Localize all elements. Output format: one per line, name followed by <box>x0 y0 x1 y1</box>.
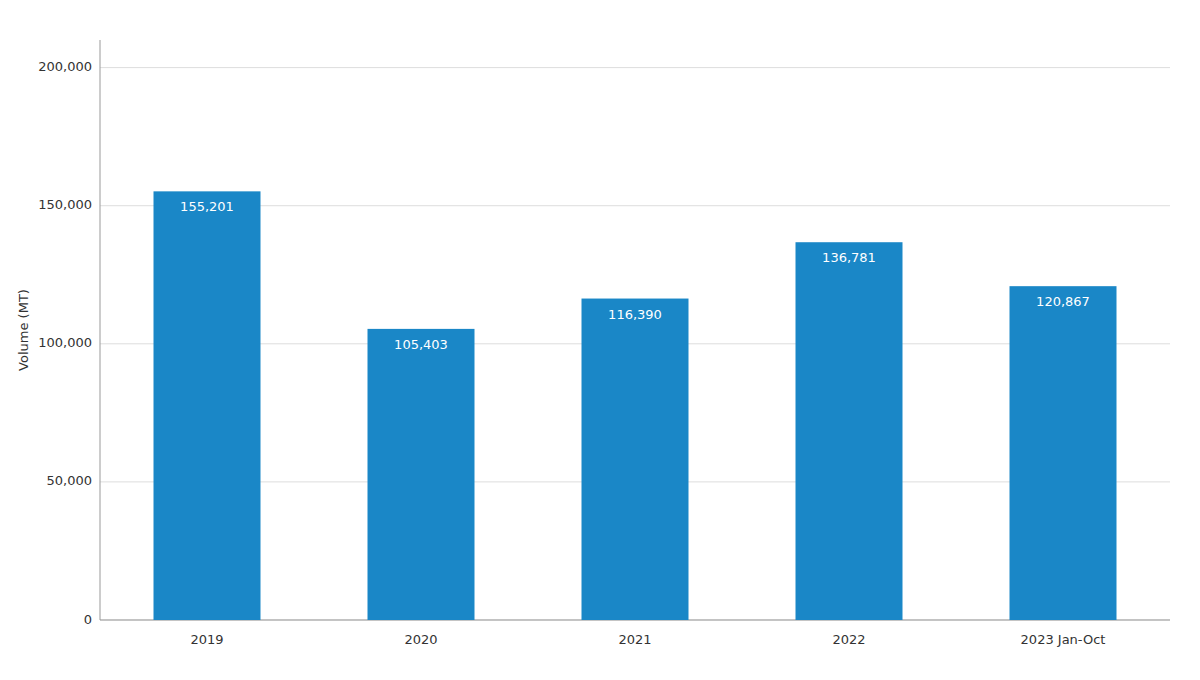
bar <box>582 299 689 620</box>
x-tick-label: 2020 <box>404 632 437 647</box>
data-label: 105,403 <box>394 337 448 352</box>
bars <box>154 191 1117 620</box>
bar <box>1010 286 1117 620</box>
grid-line <box>100 67 1170 68</box>
x-tick-label: 2021 <box>618 632 651 647</box>
bar <box>368 329 475 620</box>
y-tick-label: 50,000 <box>47 473 93 488</box>
y-tick-label: 150,000 <box>38 197 92 212</box>
data-label: 116,390 <box>608 307 662 322</box>
data-label: 136,781 <box>822 250 876 265</box>
y-tick-label: 0 <box>84 612 92 627</box>
chart-container: 0 50,000 100,000 150,000 200,000 2019 2020 2021… <box>0 0 1200 680</box>
chart-svg: 0 50,000 100,000 150,000 200,000 2019 2020 2021… <box>0 0 1200 680</box>
data-label: 155,201 <box>180 199 234 214</box>
y-axis-line <box>100 40 101 620</box>
x-tick-label: 2019 <box>190 632 223 647</box>
bar <box>796 242 903 620</box>
x-tick-label: 2022 <box>832 632 865 647</box>
bar <box>154 191 261 620</box>
grid <box>100 68 1170 620</box>
x-tick-label: 2023 Jan-Oct <box>1021 632 1106 647</box>
axes: 0 50,000 100,000 150,000 200,000 2019 2020 2021… <box>38 40 1170 647</box>
data-label: 120,867 <box>1036 294 1090 309</box>
y-tick-label: 200,000 <box>38 59 92 74</box>
data-labels: 155,201 105,403 116,390 136,781 120,867 <box>180 199 1090 352</box>
y-tick-label: 100,000 <box>38 335 92 350</box>
y-axis-label: Volume (MT) <box>16 289 31 371</box>
